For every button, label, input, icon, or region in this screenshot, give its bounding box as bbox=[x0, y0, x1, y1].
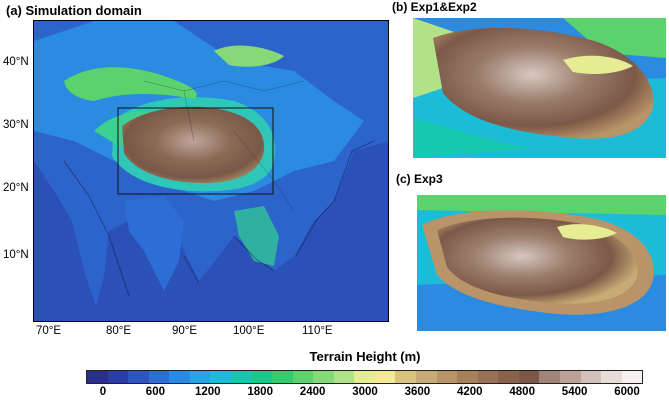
colorbar-tick-label: 1200 bbox=[195, 386, 221, 398]
lon-label-80e: 80°E bbox=[106, 325, 132, 337]
colorbar-segment bbox=[313, 371, 334, 383]
colorbar-segment bbox=[374, 371, 396, 383]
colorbar-segment bbox=[621, 371, 643, 383]
colorbar-tick-label: 2400 bbox=[299, 386, 326, 398]
colorbar-tick-label: 600 bbox=[145, 386, 165, 398]
colorbar-title: Terrain Height (m) bbox=[309, 349, 421, 364]
lon-label-100e: 100°E bbox=[233, 325, 265, 337]
exp1-exp2-terrain-map bbox=[413, 18, 666, 158]
lat-label-30n: 30°N bbox=[3, 119, 29, 131]
colorbar-segment bbox=[128, 371, 149, 383]
colorbar-segment bbox=[210, 371, 231, 383]
colorbar-segment bbox=[539, 371, 560, 383]
colorbar-segment bbox=[148, 371, 170, 383]
colorbar-tick-label: 6000 bbox=[614, 386, 640, 398]
colorbar-segment bbox=[518, 371, 540, 383]
colorbar-tick-label: 3000 bbox=[352, 386, 378, 398]
panel-c-title: (c) Exp3 bbox=[396, 172, 443, 186]
colorbar-segment bbox=[189, 371, 211, 383]
colorbar-segment bbox=[251, 371, 273, 383]
colorbar-segment bbox=[230, 371, 252, 383]
colorbar-segment bbox=[477, 371, 499, 383]
colorbar-tick-label: 5400 bbox=[561, 386, 588, 398]
colorbar-segment bbox=[333, 371, 355, 383]
panel-b-title: (b) Exp1&Exp2 bbox=[392, 0, 477, 14]
colorbar-segment bbox=[580, 371, 602, 383]
colorbar-segment bbox=[395, 371, 416, 383]
colorbar-tick-label: 4200 bbox=[457, 386, 483, 398]
simulation-domain-map bbox=[33, 20, 389, 322]
colorbar-segment bbox=[601, 371, 622, 383]
lat-label-40n: 40°N bbox=[3, 56, 29, 68]
panel-a-title: (a) Simulation domain bbox=[6, 3, 142, 18]
colorbar-tick-label: 3600 bbox=[404, 386, 431, 398]
colorbar-segment bbox=[107, 371, 129, 383]
colorbar-segment bbox=[272, 371, 293, 383]
lon-label-70e: 70°E bbox=[36, 325, 62, 337]
colorbar-segment bbox=[292, 371, 314, 383]
colorbar-segment bbox=[169, 371, 190, 383]
lat-label-10n: 10°N bbox=[3, 249, 29, 261]
colorbar-segment bbox=[498, 371, 519, 383]
colorbar-segment bbox=[87, 371, 108, 383]
terrain-height-colorbar bbox=[86, 370, 643, 384]
exp3-terrain-map bbox=[417, 195, 666, 331]
colorbar-tick-label: 1800 bbox=[247, 386, 273, 398]
colorbar-segment bbox=[354, 371, 375, 383]
lon-label-110e: 110°E bbox=[302, 325, 333, 337]
lat-label-20n: 20°N bbox=[3, 182, 29, 194]
colorbar-segment bbox=[457, 371, 478, 383]
colorbar-segment bbox=[416, 371, 437, 383]
colorbar-tick-label: 4800 bbox=[509, 386, 535, 398]
colorbar-tick-label: 0 bbox=[99, 386, 107, 398]
lon-label-90e: 90°E bbox=[172, 325, 198, 337]
colorbar-segment bbox=[559, 371, 581, 383]
colorbar-segment bbox=[436, 371, 458, 383]
